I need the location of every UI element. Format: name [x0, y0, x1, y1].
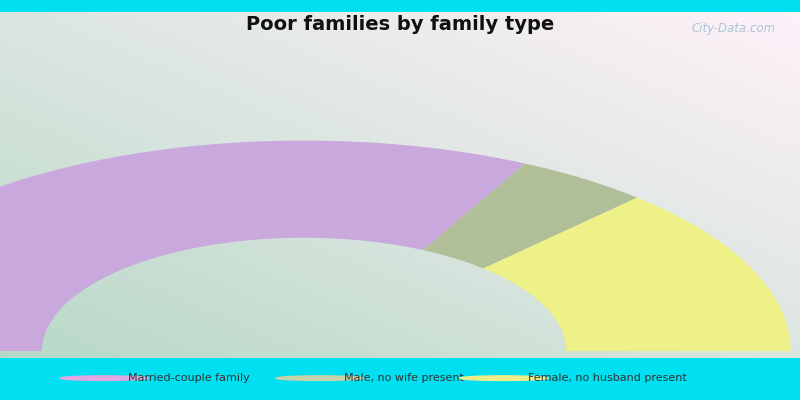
Text: City-Data.com: City-Data.com [692, 22, 776, 35]
Text: Poor families by family type: Poor families by family type [246, 15, 554, 34]
Circle shape [60, 376, 148, 380]
Text: Female, no husband present: Female, no husband present [528, 373, 686, 383]
Text: Married-couple family: Married-couple family [128, 373, 250, 383]
Polygon shape [0, 140, 525, 351]
Circle shape [460, 376, 548, 380]
Polygon shape [483, 198, 790, 351]
Polygon shape [423, 164, 637, 268]
Text: Male, no wife present: Male, no wife present [344, 373, 464, 383]
Circle shape [276, 376, 364, 380]
